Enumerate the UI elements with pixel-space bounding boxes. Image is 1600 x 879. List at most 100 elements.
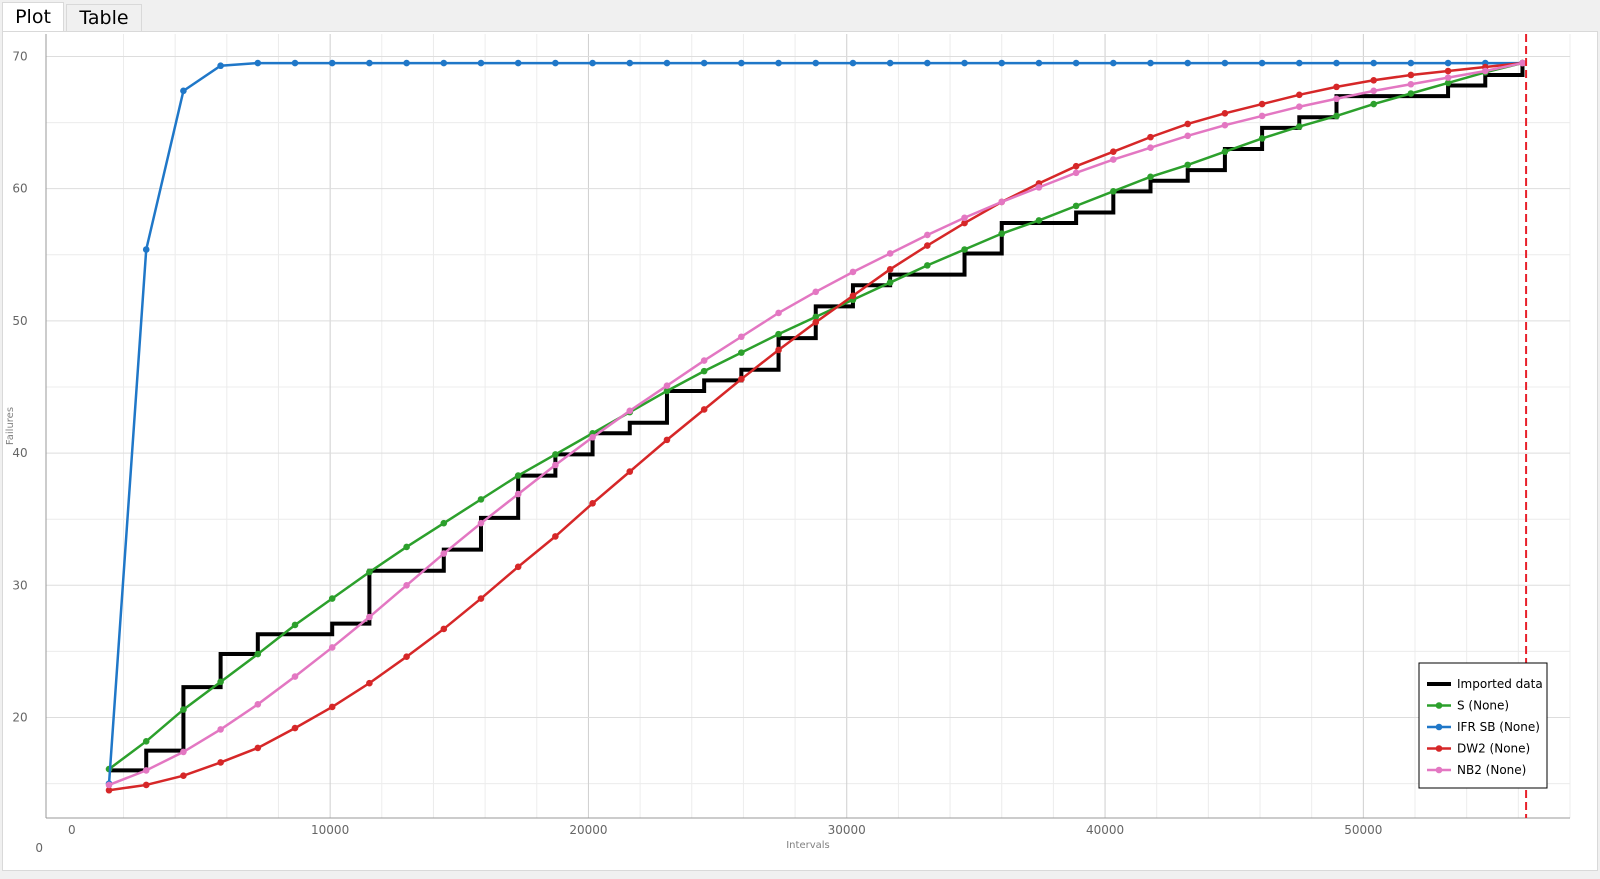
- x-tick-label: 0: [68, 823, 76, 837]
- x-tick-label: 30000: [828, 823, 866, 837]
- data-point-nb2-none: [1519, 59, 1526, 67]
- data-point-dw2-none: [849, 292, 857, 300]
- plot-panel: [2, 31, 1598, 871]
- data-point-dw2-none: [886, 266, 894, 273]
- data-point-nb2-none: [514, 490, 522, 498]
- data-point-ifr-sb-none: [1370, 59, 1377, 67]
- data-point-nb2-none: [663, 382, 671, 389]
- data-point-s-none: [924, 262, 931, 269]
- data-point-nb2-none: [700, 357, 708, 364]
- data-point-s-none: [1333, 112, 1340, 120]
- data-point-ifr-sb-none: [700, 59, 708, 67]
- data-point-ifr-sb-none: [1295, 59, 1303, 67]
- data-point-nb2-none: [328, 644, 336, 651]
- data-point-s-none: [254, 650, 262, 658]
- data-point-s-none: [1258, 135, 1266, 142]
- data-point-s-none: [1072, 202, 1080, 210]
- data-point-ifr-sb-none: [849, 59, 857, 67]
- data-point-dw2-none: [1370, 76, 1377, 84]
- data-point-s-none: [366, 568, 373, 576]
- data-point-s-none: [1407, 90, 1415, 97]
- data-point-nb2-none: [217, 726, 224, 733]
- data-point-dw2-none: [217, 759, 224, 766]
- data-point-ifr-sb-none: [998, 59, 1006, 67]
- data-point-s-none: [1444, 79, 1452, 87]
- data-point-s-none: [1110, 188, 1117, 195]
- data-point-dw2-none: [105, 786, 113, 794]
- tab-bar: Plot Table: [0, 0, 1600, 32]
- data-point-ifr-sb-none: [1258, 59, 1266, 67]
- legend-swatch-marker: [1435, 766, 1443, 774]
- data-point-nb2-none: [105, 781, 113, 789]
- data-point-s-none: [217, 678, 224, 686]
- grid-lines: [46, 34, 1571, 818]
- data-point-dw2-none: [1407, 71, 1415, 79]
- data-point-s-none: [1147, 173, 1154, 181]
- data-point-nb2-none: [1258, 112, 1266, 120]
- data-point-s-none: [403, 543, 410, 551]
- data-point-ifr-sb-none: [366, 59, 373, 67]
- data-point-nb2-none: [812, 288, 820, 296]
- data-point-nb2-none: [886, 250, 894, 257]
- data-point-ifr-sb-none: [924, 59, 931, 67]
- data-point-dw2-none: [626, 468, 634, 475]
- data-point-ifr-sb-none: [961, 59, 968, 67]
- data-point-s-none: [1035, 217, 1043, 224]
- legend-swatch-marker: [1435, 723, 1443, 731]
- x-tick-label: 10000: [311, 823, 349, 837]
- data-point-s-none: [180, 706, 187, 713]
- data-point-nb2-none: [738, 333, 745, 341]
- data-point-dw2-none: [477, 595, 485, 602]
- legend-label: DW2 (None): [1457, 742, 1530, 756]
- y-axis-title: Failures: [5, 407, 16, 445]
- y-tick-label: 40: [12, 446, 27, 460]
- y-tick-label: 30: [12, 578, 27, 592]
- data-point-nb2-none: [1110, 156, 1117, 163]
- data-point-ifr-sb-none: [1184, 59, 1192, 67]
- data-point-nb2-none: [1444, 74, 1452, 81]
- data-point-ifr-sb-none: [477, 59, 485, 67]
- data-point-dw2-none: [663, 436, 671, 444]
- data-point-ifr-sb-none: [1407, 59, 1415, 67]
- data-point-s-none: [998, 230, 1006, 237]
- data-point-s-none: [775, 330, 782, 338]
- legend: Imported data S (None) IFR SB (None) DW2 (N…: [1418, 662, 1548, 789]
- data-point-ifr-sb-none: [440, 59, 448, 67]
- series-line-imported-data: [109, 64, 1525, 773]
- tab-table[interactable]: Table: [66, 4, 142, 31]
- data-point-nb2-none: [1072, 169, 1080, 177]
- data-point-ifr-sb-none: [552, 59, 559, 67]
- y-tick-label: 60: [12, 182, 27, 196]
- data-point-s-none: [961, 246, 968, 253]
- y-tick-label: 70: [12, 49, 27, 63]
- data-point-ifr-sb-none: [1147, 59, 1154, 67]
- data-point-s-none: [328, 595, 336, 602]
- data-point-dw2-none: [1444, 67, 1452, 75]
- data-point-nb2-none: [961, 214, 968, 222]
- legend-label: Imported data: [1457, 677, 1543, 691]
- data-point-s-none: [514, 472, 522, 479]
- data-point-dw2-none: [142, 781, 150, 789]
- tab-plot[interactable]: Plot: [2, 2, 64, 31]
- data-point-ifr-sb-none: [812, 59, 820, 67]
- data-point-nb2-none: [1333, 95, 1340, 103]
- data-point-s-none: [142, 738, 150, 745]
- data-point-ifr-sb-none: [1444, 59, 1452, 67]
- data-point-nb2-none: [924, 231, 931, 239]
- data-point-dw2-none: [180, 772, 187, 779]
- data-point-ifr-sb-none: [589, 59, 596, 67]
- data-point-ifr-sb-none: [775, 59, 782, 67]
- data-point-ifr-sb-none: [1072, 59, 1080, 67]
- data-point-nb2-none: [1035, 184, 1043, 191]
- data-point-ifr-sb-none: [291, 59, 299, 67]
- data-point-ifr-sb-none: [180, 87, 187, 95]
- data-point-nb2-none: [998, 198, 1006, 206]
- data-point-dw2-none: [1184, 120, 1192, 128]
- bottom-strip: [0, 871, 1600, 879]
- data-point-ifr-sb-none: [403, 59, 410, 67]
- data-point-nb2-none: [1184, 132, 1192, 140]
- data-point-nb2-none: [849, 268, 857, 276]
- series-line-dw2-none: [108, 61, 1523, 792]
- data-point-s-none: [663, 387, 671, 395]
